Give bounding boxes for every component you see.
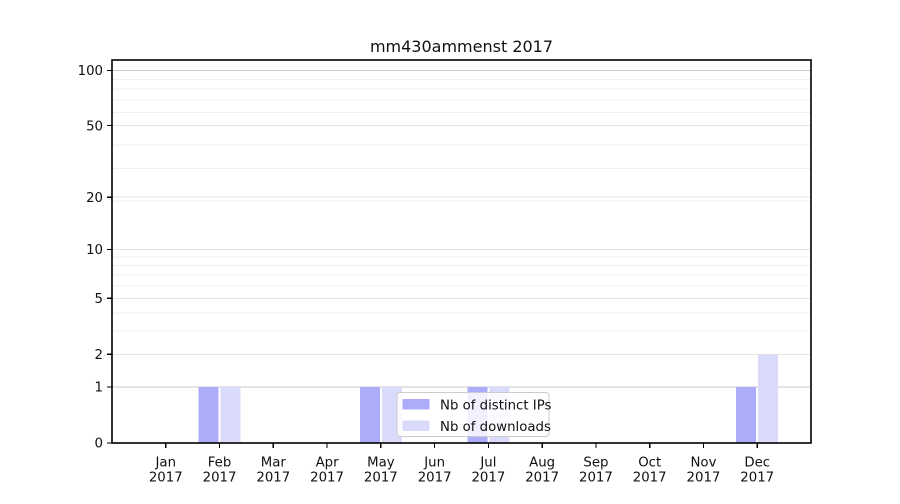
- bar-distinct-ips-feb: [198, 387, 219, 443]
- x-tick-label-year-feb: 2017: [203, 471, 237, 486]
- legend-swatch-downloads: [402, 420, 430, 431]
- x-tick-label-month-aug: Aug: [529, 456, 555, 471]
- x-tick-label-year-jul: 2017: [471, 471, 505, 486]
- x-tick-label-month-oct: Oct: [638, 456, 661, 471]
- y-tick-label-100: 100: [78, 64, 103, 79]
- chart-title: mm430ammenst 2017: [370, 37, 553, 56]
- bar-distinct-ips-may: [359, 387, 380, 443]
- x-tick-label-year-nov: 2017: [687, 471, 721, 486]
- y-tick-label-5: 5: [95, 292, 103, 307]
- x-tick-label-year-dec: 2017: [740, 471, 774, 486]
- x-tick-label-month-may: May: [367, 456, 395, 471]
- legend-box: [396, 392, 550, 437]
- x-tick-label-year-apr: 2017: [310, 471, 344, 486]
- x-tick-label-month-nov: Nov: [690, 456, 716, 471]
- x-tick-label-year-jan: 2017: [149, 471, 183, 486]
- y-axis-labels: 0 1 2 5 10 20 50 100: [78, 64, 103, 452]
- y-tick-label-2: 2: [95, 348, 103, 363]
- x-tick-label-month-jan: Jan: [155, 456, 177, 471]
- bar-downloads-feb: [220, 387, 241, 443]
- legend: Nb of distinct IPs Nb of downloads: [396, 392, 552, 437]
- x-tick-label-month-jun: Jun: [423, 456, 445, 471]
- y-tick-label-0: 0: [95, 437, 103, 452]
- x-tick-label-month-sep: Sep: [583, 456, 608, 471]
- bar-distinct-ips-dec: [736, 387, 757, 443]
- x-tick-label-month-jul: Jul: [479, 456, 496, 471]
- y-tick-label-1: 1: [95, 381, 103, 396]
- legend-swatch-distinct-ips: [402, 399, 430, 410]
- minor-gridlines: [112, 79, 811, 332]
- x-axis-labels: Jan2017Feb2017Mar2017Apr2017May2017Jun20…: [149, 456, 774, 486]
- x-tick-label-month-mar: Mar: [261, 456, 287, 471]
- x-tick-label-month-dec: Dec: [744, 456, 770, 471]
- axis-ticks: [107, 69, 758, 448]
- x-tick-label-year-mar: 2017: [256, 471, 290, 486]
- x-tick-label-month-apr: Apr: [316, 456, 340, 471]
- y-tick-label-10: 10: [86, 243, 103, 258]
- x-tick-label-month-feb: Feb: [208, 456, 232, 471]
- y-tick-label-20: 20: [86, 191, 103, 206]
- bar-downloads-dec: [758, 354, 779, 443]
- x-tick-label-year-jun: 2017: [418, 471, 452, 486]
- x-tick-label-year-oct: 2017: [633, 471, 667, 486]
- legend-label-downloads: Nb of downloads: [440, 420, 551, 435]
- legend-label-distinct-ips: Nb of distinct IPs: [440, 399, 552, 414]
- y-tick-label-50: 50: [86, 119, 103, 134]
- major-gridlines: [112, 69, 811, 388]
- x-tick-label-year-aug: 2017: [525, 471, 559, 486]
- plot-frame: [111, 59, 812, 444]
- x-tick-label-year-sep: 2017: [579, 471, 613, 486]
- x-tick-label-year-may: 2017: [364, 471, 398, 486]
